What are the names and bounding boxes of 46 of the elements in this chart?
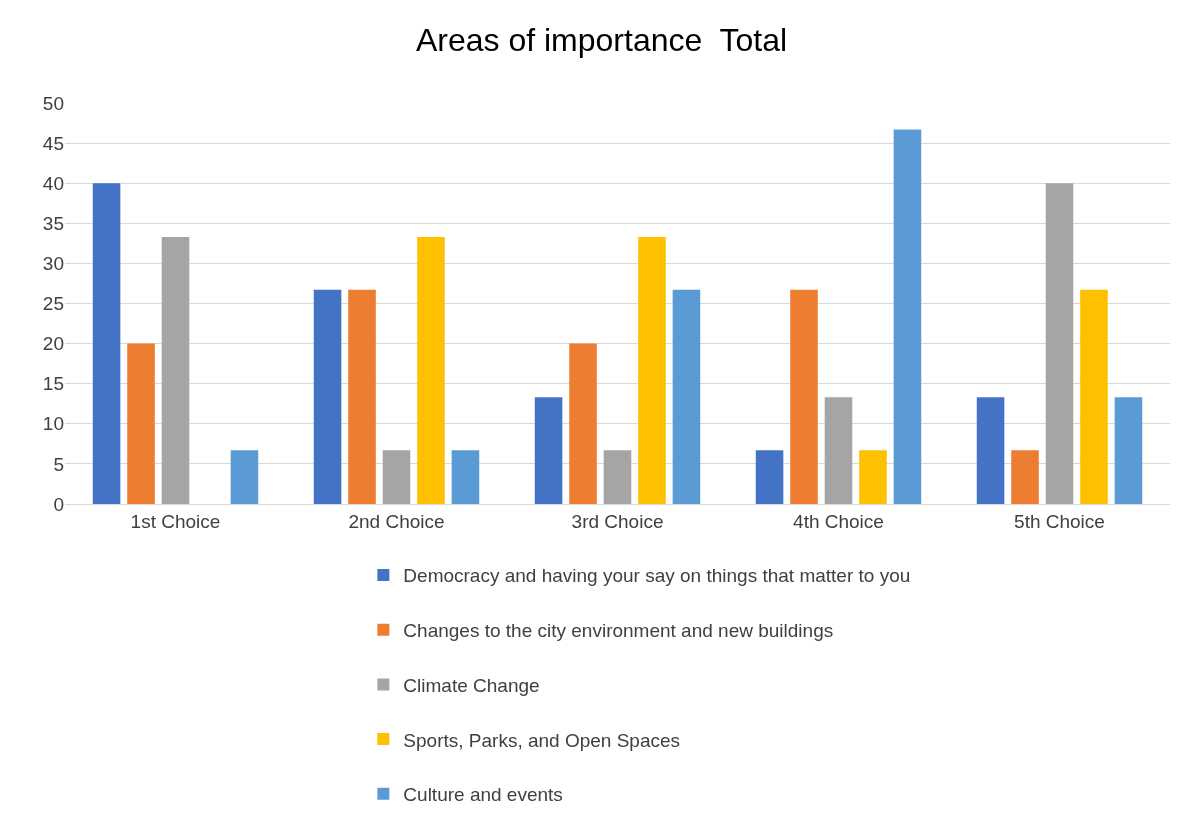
bar: [603, 450, 632, 504]
bar: [859, 450, 887, 504]
bar: [569, 343, 597, 504]
bar: [755, 450, 784, 504]
bar: [127, 343, 155, 504]
bar: [313, 289, 342, 504]
bar: [976, 397, 1005, 504]
bar: [638, 236, 666, 504]
y-tick-label: 40: [42, 172, 64, 194]
x-tick-label: 1st Choice: [130, 510, 221, 532]
legend-label: Changes to the city environment and new buildings: [403, 620, 834, 642]
y-tick-label: 0: [53, 493, 64, 515]
bar: [161, 236, 190, 504]
y-tick-label: 5: [53, 453, 64, 475]
y-tick-label: 35: [42, 212, 64, 234]
x-tick-label: 2nd Choice: [348, 510, 445, 532]
bar: [1080, 289, 1108, 504]
y-tick-label: 45: [42, 132, 64, 154]
bar: [92, 183, 121, 504]
bar: [382, 450, 411, 504]
y-tick-label: 20: [42, 333, 64, 355]
legend-label: Democracy and having your say on things that matter to you: [403, 565, 911, 587]
bar: [672, 289, 701, 504]
bar: [824, 397, 853, 504]
y-tick-label: 10: [42, 413, 64, 435]
bar: [1114, 397, 1143, 504]
x-tick-label: 3rd Choice: [571, 510, 664, 532]
y-tick-label: 30: [42, 253, 64, 275]
bar: [348, 289, 376, 504]
chart-title: Areas of importance Total: [415, 22, 788, 59]
bar: [417, 236, 445, 504]
bar: [534, 397, 563, 504]
bar: [893, 129, 922, 504]
y-tick-label: 50: [42, 92, 64, 114]
x-tick-label: 5th Choice: [1014, 510, 1105, 532]
legend-label: Sports, Parks, and Open Spaces: [403, 729, 681, 751]
bar: [790, 289, 818, 504]
bar: [230, 450, 259, 504]
legend-label: Climate Change: [403, 674, 540, 696]
bar: [1045, 183, 1074, 504]
legend-label: Culture and events: [403, 784, 563, 806]
y-tick-label: 25: [42, 293, 64, 315]
x-tick-label: 4th Choice: [793, 510, 884, 532]
bar: [1011, 450, 1039, 504]
bar: [451, 450, 480, 504]
y-tick-label: 15: [42, 373, 64, 395]
